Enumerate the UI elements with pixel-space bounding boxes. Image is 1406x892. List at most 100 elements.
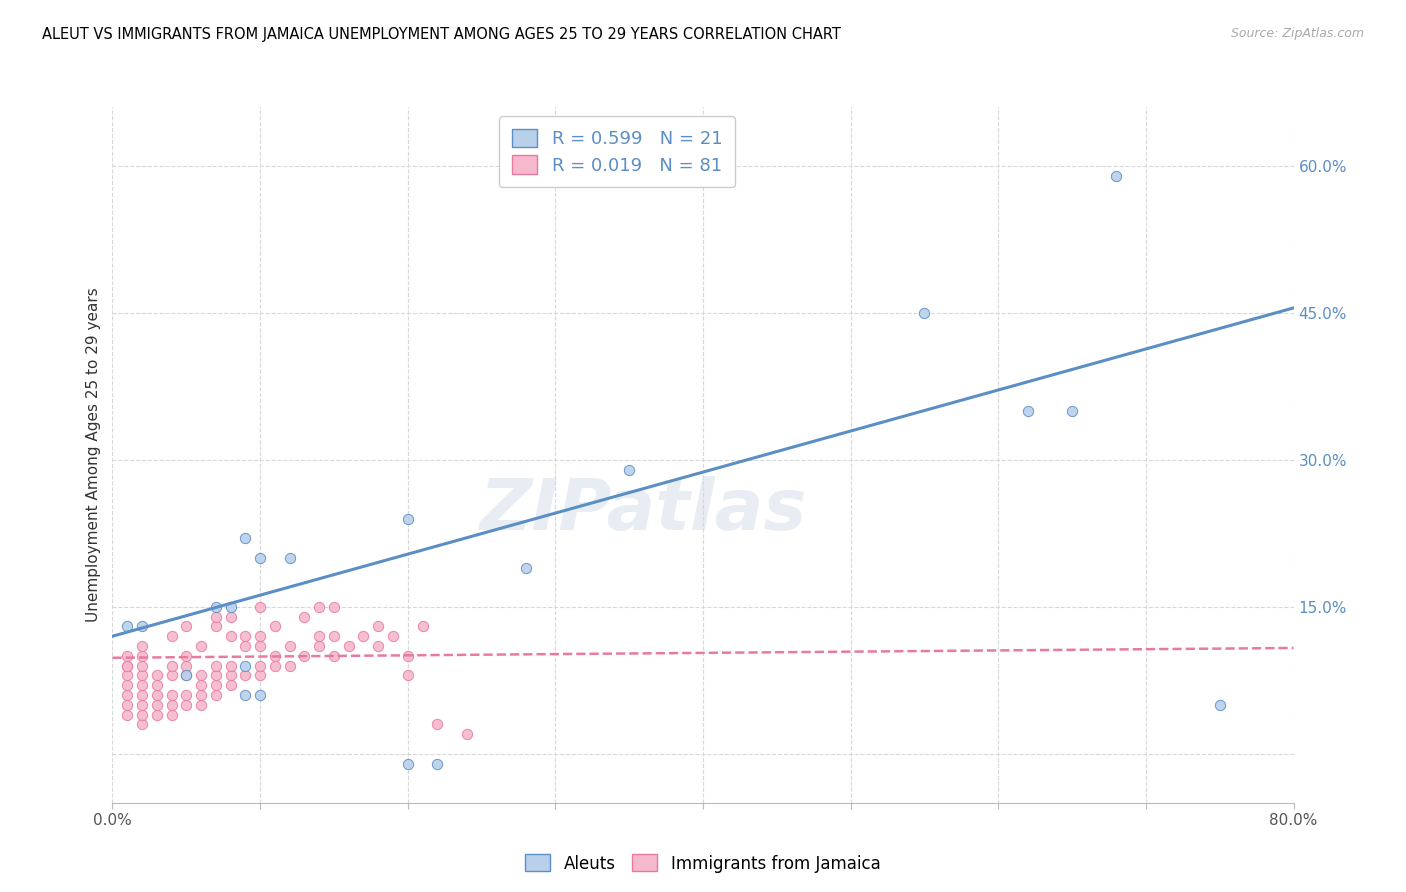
Point (619, 462, 641, 476)
Point (117, 658, 138, 673)
Point (160, 707, 183, 722)
Point (117, 678, 138, 692)
Point (233, 688, 256, 702)
Point (146, 707, 169, 722)
Point (131, 678, 153, 692)
Y-axis label: Unemployment Among Ages 25 to 29 years: Unemployment Among Ages 25 to 29 years (86, 287, 101, 623)
Point (190, 668, 212, 682)
Text: ZIPatlas: ZIPatlas (481, 476, 807, 545)
Point (233, 668, 256, 682)
Point (396, 648, 419, 663)
Point (233, 639, 256, 653)
Legend: Aleuts, Immigrants from Jamaica: Aleuts, Immigrants from Jamaica (519, 847, 887, 880)
Point (131, 688, 153, 702)
Point (233, 658, 256, 673)
Point (308, 639, 330, 653)
Point (367, 619, 389, 633)
Point (131, 717, 153, 731)
Point (278, 639, 301, 653)
Point (160, 629, 183, 643)
Point (190, 639, 212, 653)
Point (205, 619, 228, 633)
Point (426, 756, 449, 771)
Point (456, 727, 478, 741)
Point (426, 717, 449, 731)
Point (146, 668, 169, 682)
Point (396, 756, 419, 771)
Point (411, 619, 433, 633)
Point (219, 668, 242, 682)
Point (382, 629, 405, 643)
Point (146, 688, 169, 702)
Point (117, 648, 138, 663)
Point (914, 306, 936, 320)
Point (249, 550, 271, 565)
Point (337, 639, 360, 653)
Point (323, 629, 346, 643)
Point (117, 707, 138, 722)
Point (174, 698, 197, 712)
Point (308, 599, 330, 614)
Point (264, 658, 287, 673)
Point (160, 698, 183, 712)
Point (278, 658, 301, 673)
Legend: R = 0.599   N = 21, R = 0.019   N = 81: R = 0.599 N = 21, R = 0.019 N = 81 (499, 116, 735, 187)
Point (205, 678, 228, 692)
Point (205, 658, 228, 673)
Point (278, 550, 301, 565)
Point (264, 648, 287, 663)
Point (292, 648, 315, 663)
Point (146, 678, 169, 692)
Point (190, 678, 212, 692)
Text: Source: ZipAtlas.com: Source: ZipAtlas.com (1230, 27, 1364, 40)
Point (515, 560, 537, 574)
Point (146, 698, 169, 712)
Point (352, 629, 374, 643)
Point (117, 668, 138, 682)
Point (1062, 404, 1084, 418)
Point (219, 609, 242, 624)
Point (1208, 698, 1232, 712)
Point (174, 658, 197, 673)
Point (219, 629, 242, 643)
Point (131, 668, 153, 682)
Point (117, 698, 138, 712)
Point (264, 619, 287, 633)
Point (1105, 169, 1128, 183)
Point (174, 619, 197, 633)
Point (205, 668, 228, 682)
Point (367, 639, 389, 653)
Point (1017, 404, 1039, 418)
Point (249, 688, 271, 702)
Point (219, 658, 242, 673)
Point (205, 609, 228, 624)
Point (396, 511, 419, 525)
Point (160, 658, 183, 673)
Point (131, 648, 153, 663)
Point (160, 668, 183, 682)
Point (219, 599, 242, 614)
Point (249, 629, 271, 643)
Point (205, 688, 228, 702)
Point (323, 648, 346, 663)
Point (131, 639, 153, 653)
Text: ALEUT VS IMMIGRANTS FROM JAMAICA UNEMPLOYMENT AMONG AGES 25 TO 29 YEARS CORRELAT: ALEUT VS IMMIGRANTS FROM JAMAICA UNEMPLO… (42, 27, 841, 42)
Point (249, 668, 271, 682)
Point (174, 668, 197, 682)
Point (131, 619, 153, 633)
Point (205, 599, 228, 614)
Point (308, 629, 330, 643)
Point (174, 688, 197, 702)
Point (117, 688, 138, 702)
Point (233, 629, 256, 643)
Point (174, 668, 197, 682)
Point (117, 658, 138, 673)
Point (131, 707, 153, 722)
Point (174, 648, 197, 663)
Point (219, 678, 242, 692)
Point (249, 658, 271, 673)
Point (249, 639, 271, 653)
Point (323, 599, 346, 614)
Point (131, 658, 153, 673)
Point (190, 698, 212, 712)
